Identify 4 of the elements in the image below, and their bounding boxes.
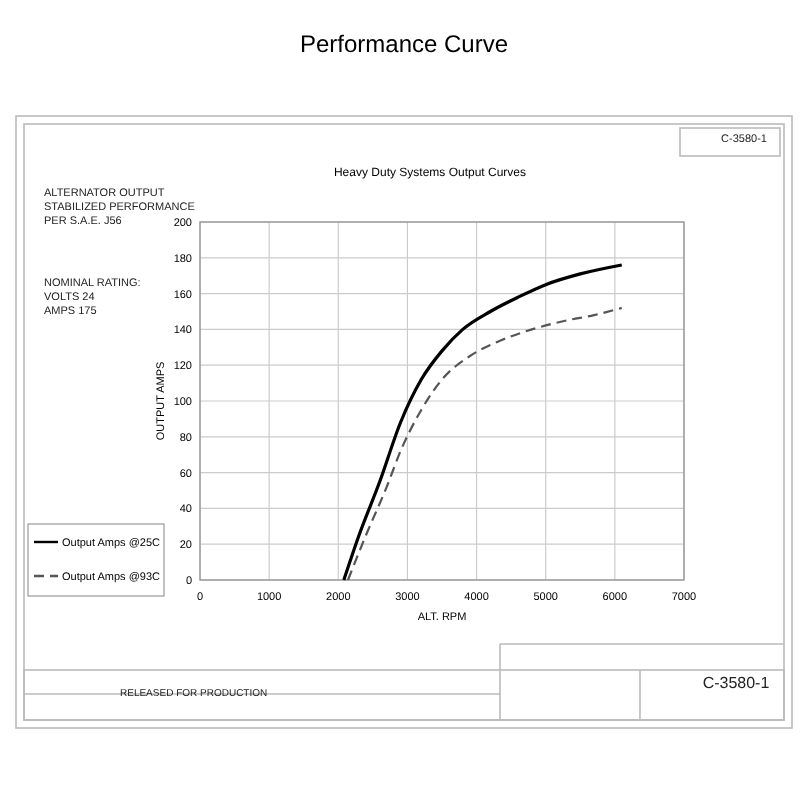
line-series xyxy=(346,306,623,582)
line-series xyxy=(342,263,624,582)
chart-title: Performance Curve xyxy=(299,30,509,58)
text: C-3580-1 xyxy=(702,674,771,692)
